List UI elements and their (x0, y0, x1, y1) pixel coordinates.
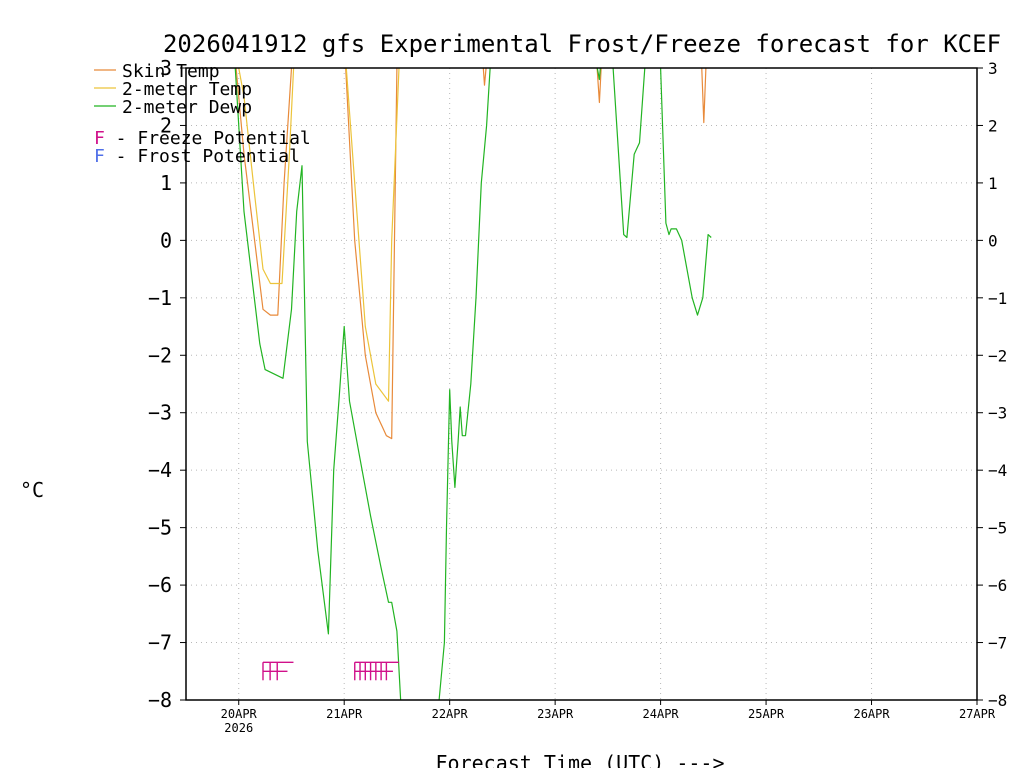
x-tick-label: 26APR (853, 707, 890, 721)
y-tick-label-left: −6 (148, 573, 172, 597)
x-tick-label: 22APR (432, 707, 469, 721)
y-tick-label-right: −2 (988, 346, 1007, 365)
axes: 3 3 2 2 1 1 0 0 −1 −1 −2 −2 −3 −3 −4 −4 −5 −5 −6 −6 −7 −7 −8 −8… (148, 56, 1007, 735)
series-line-td2m (234, 68, 712, 700)
y-tick-label-right: −8 (988, 691, 1007, 710)
plot-frame (185, 67, 978, 701)
legend-potential-letter: F (94, 128, 105, 149)
x-axis-label: Forecast Time (UTC) ---> (436, 751, 725, 768)
x-tick-label: 24APR (643, 707, 680, 721)
y-tick-label-right: −4 (988, 461, 1007, 480)
y-tick-label-left: −3 (148, 401, 172, 425)
x-tick-label: 20APR (221, 707, 258, 721)
y-tick-label-left: −1 (148, 286, 172, 310)
chart-title: 2026041912 gfs Experimental Frost/Freeze… (163, 30, 1001, 58)
y-tick-label-right: −1 (988, 289, 1007, 308)
y-tick-label-right: −7 (988, 634, 1007, 653)
y-tick-label-left: 1 (160, 171, 172, 195)
y-tick-label-left: −2 (148, 343, 172, 367)
y-axis-label: °C (20, 478, 44, 502)
x-tick-label: 25APR (748, 707, 785, 721)
x-tick-sublabel: 2026 (224, 721, 253, 735)
grid-lines (186, 68, 977, 700)
legend-label-t2m: 2-meter Temp (122, 79, 252, 100)
y-tick-label-left: −4 (148, 458, 172, 482)
y-tick-label-right: −6 (988, 576, 1007, 595)
legend-label-td2m: 2-meter Dewp (122, 97, 252, 118)
legend-label-skin: Skin Temp (122, 61, 220, 82)
y-tick-label-left: −5 (148, 516, 172, 540)
freeze-potential-marker (262, 661, 294, 681)
y-tick-label-right: 2 (988, 116, 998, 135)
y-tick-label-right: 0 (988, 231, 998, 250)
y-tick-label-right: −3 (988, 404, 1007, 423)
x-tick-label: 27APR (959, 707, 996, 721)
y-tick-label-left: 2 (160, 113, 172, 137)
y-tick-label-right: 1 (988, 174, 998, 193)
legend-potential-letter: F (94, 146, 105, 167)
freeze-potential-marker (354, 661, 399, 681)
legend-potential-text: - Freeze Potential (105, 128, 311, 149)
y-tick-label-left: 0 (160, 228, 172, 252)
series-line-t2m (238, 68, 400, 402)
freeze-potential-markers (262, 661, 399, 681)
x-tick-label: 21APR (326, 707, 363, 721)
data-series (234, 68, 712, 700)
legend-potential-frost: F - Frost Potential (94, 146, 300, 167)
legend-potential-freeze: F - Freeze Potential (94, 128, 311, 149)
x-tick-label: 23APR (537, 707, 574, 721)
y-tick-label-left: 3 (160, 56, 172, 80)
y-tick-label-right: 3 (988, 59, 998, 78)
y-tick-label-right: −5 (988, 519, 1007, 538)
y-tick-label-left: −8 (148, 688, 172, 712)
series-line-skin (235, 68, 707, 440)
legend-potential-text: - Frost Potential (105, 146, 300, 167)
y-tick-label-left: −7 (148, 631, 172, 655)
